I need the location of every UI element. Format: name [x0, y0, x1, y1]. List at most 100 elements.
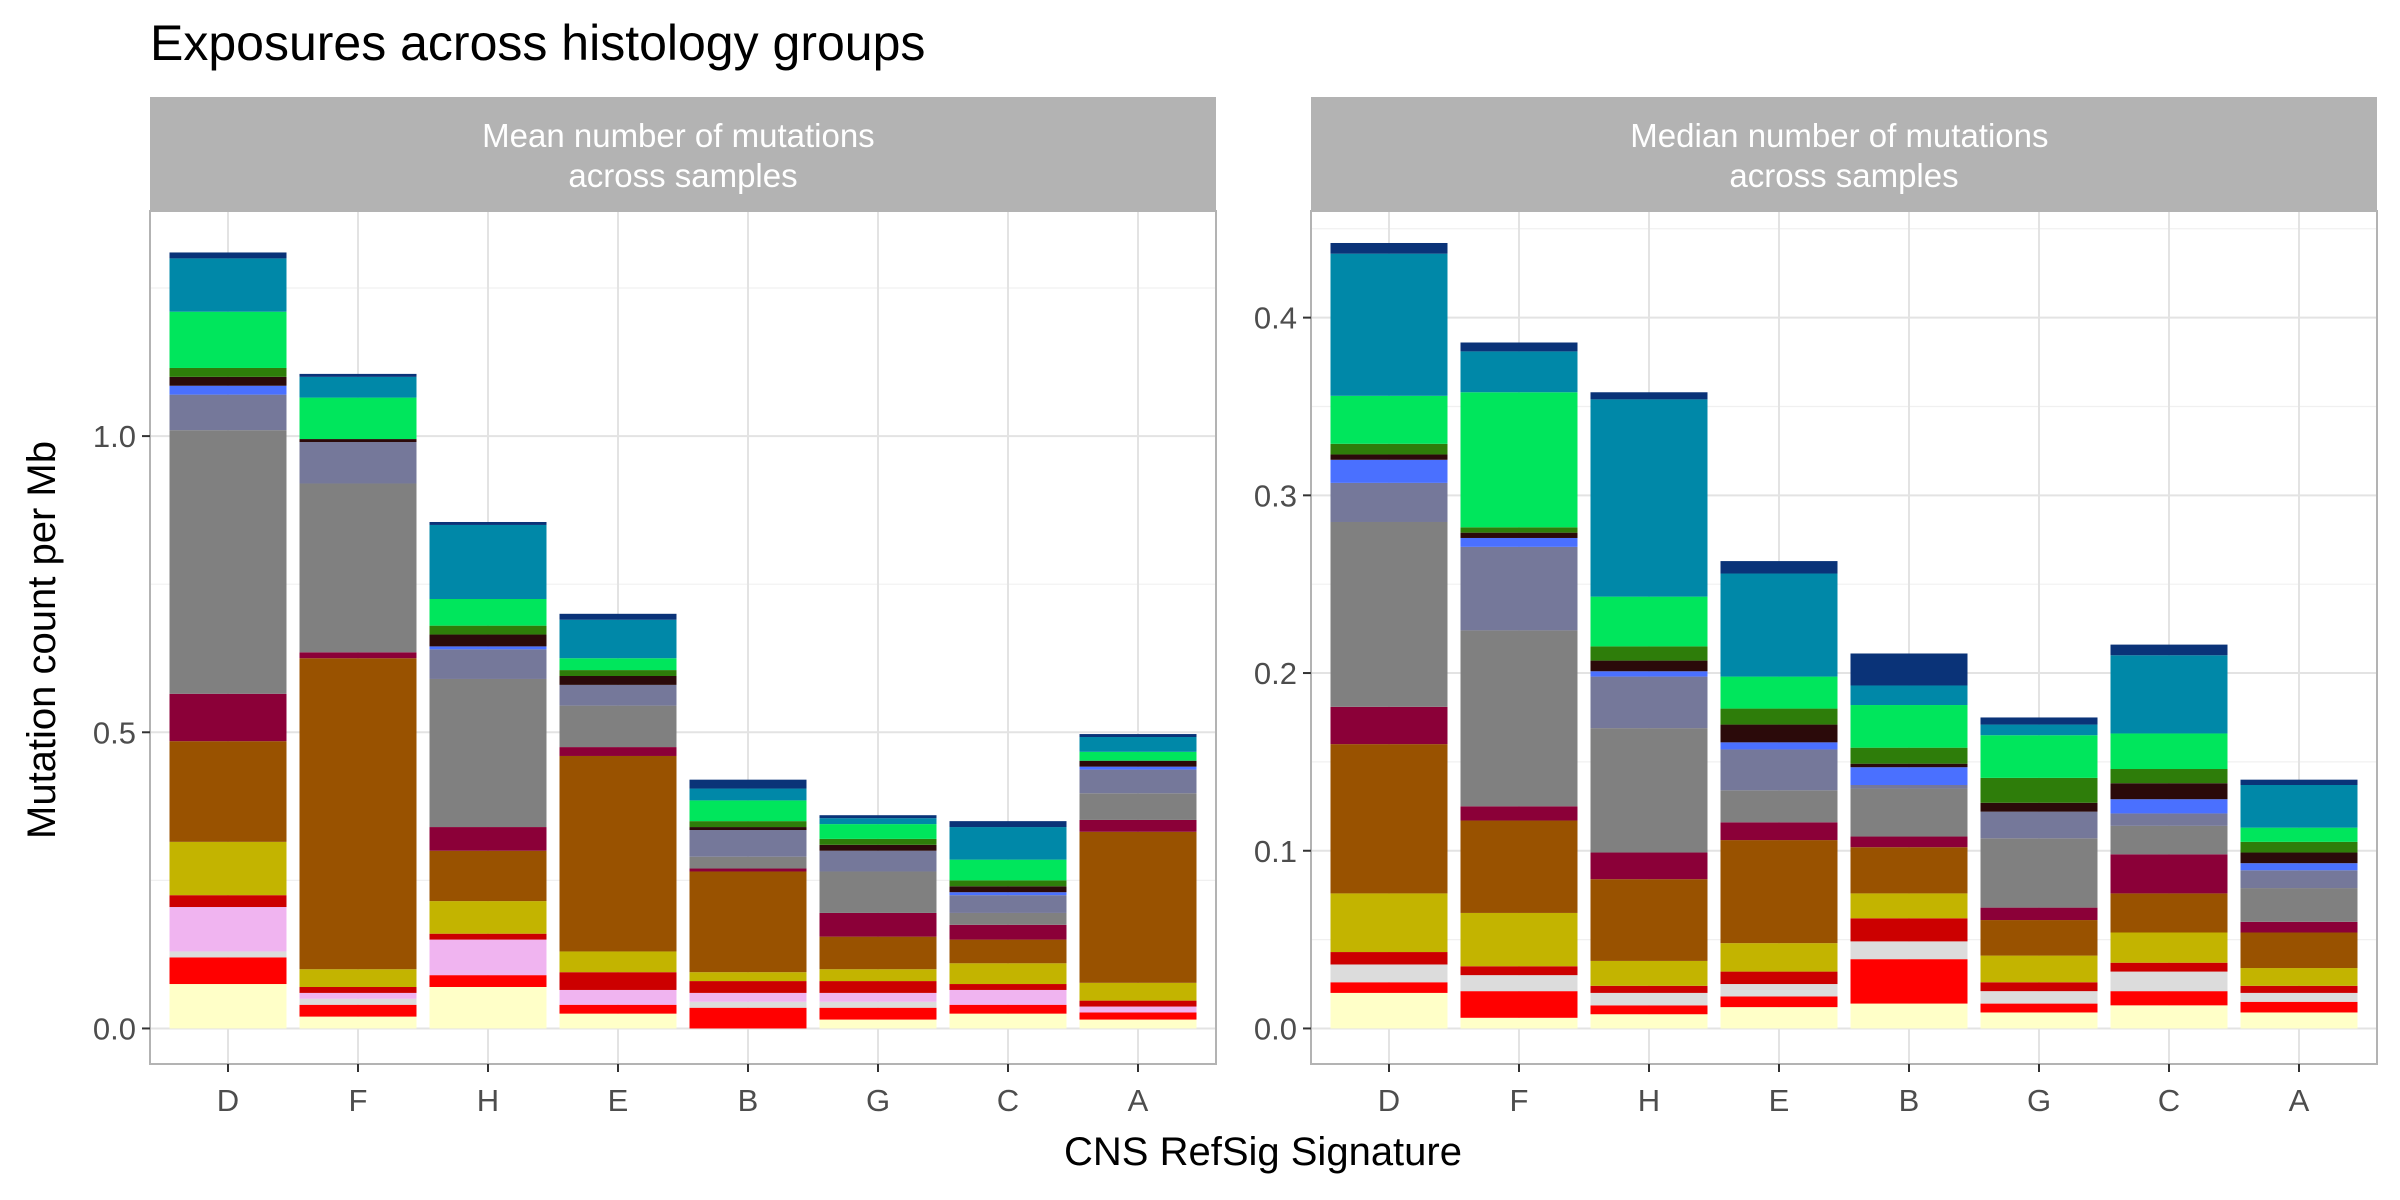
bar-segment-D-7	[169, 693, 287, 742]
bar-segment-E-8	[559, 705, 677, 748]
bar-segment-G-15	[1980, 717, 2098, 725]
bar-segment-H-13	[429, 598, 547, 626]
bar-segment-D-6	[1330, 744, 1448, 894]
panel-title-median-line1: Median number of mutations	[1630, 117, 2048, 154]
bar-segment-A-8	[2240, 888, 2358, 922]
bar-segment-F-15	[299, 373, 417, 377]
bar-segment-B-11	[1850, 763, 1968, 768]
bar-segment-F-15	[1460, 342, 1578, 352]
bar-segment-H-15	[1590, 392, 1708, 400]
bar-segment-A-10	[1079, 766, 1197, 770]
bar-segment-G-5	[819, 969, 937, 982]
x-tick-label-F: F	[349, 1083, 368, 1118]
bar-segment-E-0	[559, 1013, 677, 1029]
bar-segment-G-3	[819, 992, 937, 1002]
bar-segment-E-3	[559, 989, 677, 1005]
y-tick-label: 0.4	[1254, 301, 1297, 336]
bar-segment-A-9	[1079, 769, 1197, 794]
bar-segment-H-7	[1590, 852, 1708, 880]
bar-segment-G-14	[1980, 724, 2098, 736]
bar-segment-B-15	[689, 779, 807, 789]
bar-segment-H-6	[1590, 879, 1708, 961]
bar-segment-F-1	[1460, 991, 1578, 1018]
bar-segment-E-6	[1720, 840, 1838, 944]
bar-segment-H-9	[1590, 676, 1708, 729]
bar-segment-H-4	[429, 933, 547, 940]
x-axis-label: CNS RefSig Signature	[1064, 1130, 1462, 1174]
bar-segment-B-12	[1850, 747, 1968, 764]
bar-segment-D-3	[169, 907, 287, 952]
bar-segment-H-0	[1590, 1014, 1708, 1029]
bar-segment-C-5	[949, 963, 1067, 985]
bar-segment-G-9	[819, 850, 937, 872]
bar-segment-H-8	[1590, 728, 1708, 853]
bar-segment-A-7	[1079, 819, 1197, 832]
bar-segment-C-6	[949, 939, 1067, 964]
panel-mean: Mean number of mutations across samples …	[93, 97, 1217, 1118]
x-tick-label-G: G	[866, 1083, 890, 1118]
bar-segment-C-10	[949, 892, 1067, 896]
bar-segment-F-9	[299, 442, 417, 484]
bar-segment-F-14	[299, 376, 417, 398]
bar-segment-G-8	[819, 871, 937, 913]
bar-segment-G-6	[819, 936, 937, 970]
bar-segment-D-5	[169, 841, 287, 896]
bar-segment-D-12	[1330, 443, 1448, 455]
bar-segment-G-1	[819, 1007, 937, 1020]
bar-segment-H-5	[429, 901, 547, 934]
bar-segment-G-15	[819, 815, 937, 819]
bar-segment-E-1	[1720, 996, 1838, 1008]
bar-segment-A-5	[2240, 968, 2358, 986]
x-tick-label-E: E	[1769, 1083, 1790, 1118]
bar-segment-E-12	[559, 670, 677, 677]
bar-segment-B-1	[1850, 959, 1968, 1004]
bar-segment-A-4	[2240, 985, 2358, 993]
bar-segment-C-0	[949, 1013, 1067, 1029]
bar-segment-D-11	[1330, 454, 1448, 460]
panel-strip-mean	[150, 97, 1216, 211]
bar-segment-B-13	[689, 800, 807, 822]
bar-segment-H-11	[429, 634, 547, 647]
bar-segment-E-8	[1720, 790, 1838, 823]
x-tick-label-G: G	[2027, 1083, 2051, 1118]
bar-segment-B-9	[1850, 784, 1968, 789]
bar-segment-G-2	[1980, 991, 2098, 1004]
bar-segment-E-15	[559, 613, 677, 620]
bar-segment-C-1	[949, 1004, 1067, 1014]
panel-border	[149, 210, 1217, 1065]
bar-segment-B-8	[1850, 788, 1968, 837]
bar-segment-E-10	[1720, 742, 1838, 750]
bar-segment-A-15	[2240, 779, 2358, 785]
bar-segment-F-6	[1460, 820, 1578, 913]
bar-segment-D-0	[1330, 992, 1448, 1029]
bar-segment-D-1	[1330, 982, 1448, 993]
bar-segment-H-12	[429, 625, 547, 635]
y-tick-label: 0.3	[1254, 478, 1297, 513]
bar-segment-G-8	[1980, 838, 2098, 908]
x-tick-label-F: F	[1510, 1083, 1529, 1118]
bar-segment-A-10	[2240, 863, 2358, 871]
bar-segment-F-8	[1460, 630, 1578, 807]
bar-segment-C-10	[2110, 799, 2228, 814]
bar-segment-B-7	[1850, 836, 1968, 848]
bar-segment-H-10	[1590, 671, 1708, 677]
bar-segment-H-1	[1590, 1005, 1708, 1015]
bar-segment-H-1	[429, 975, 547, 987]
bar-segment-D-4	[169, 895, 287, 908]
bar-segment-B-14	[689, 788, 807, 801]
bar-segment-B-9	[689, 830, 807, 857]
bar-segment-E-5	[559, 951, 677, 973]
bar-segment-C-8	[2110, 825, 2228, 855]
bar-segment-B-8	[689, 856, 807, 869]
bar-segment-F-2	[299, 998, 417, 1005]
bar-segment-F-1	[299, 1004, 417, 1017]
bar-segment-E-5	[1720, 943, 1838, 972]
bar-segment-D-15	[1330, 242, 1448, 254]
x-tick-label-D: D	[1378, 1083, 1400, 1118]
y-tick-label: 0.5	[93, 715, 136, 750]
panel-plot-median: 0.0 0.1 0.2 0.3 0.4 D F H E B G C A	[1254, 210, 2378, 1118]
bar-segment-H-8	[429, 678, 547, 828]
bar-segment-D-7	[1330, 706, 1448, 745]
bar-segment-G-9	[1980, 811, 2098, 839]
